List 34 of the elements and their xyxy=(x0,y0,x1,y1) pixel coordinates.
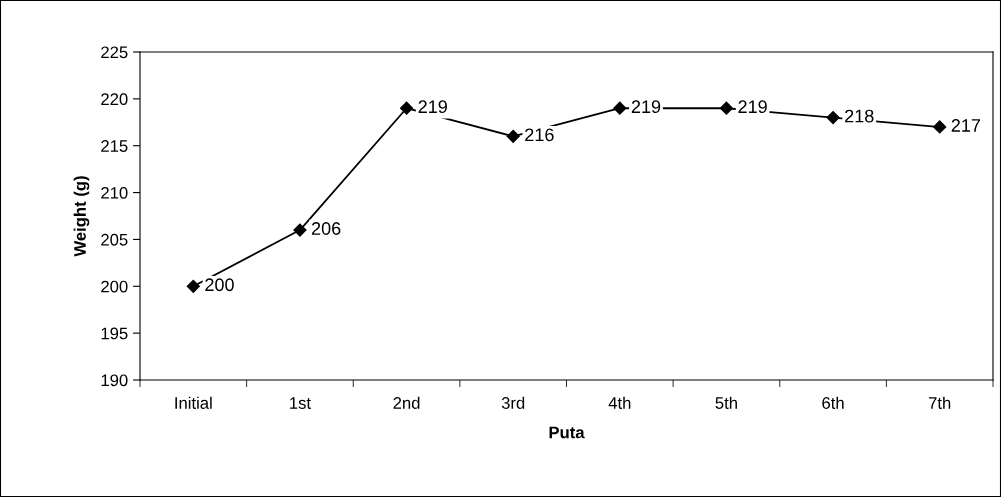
y-tick-label: 205 xyxy=(101,233,128,246)
point xyxy=(613,101,627,115)
x-tick-label: 7th xyxy=(928,396,951,409)
y-tick-label: 190 xyxy=(101,374,128,387)
data-label: 219 xyxy=(631,100,661,114)
data-label: 216 xyxy=(525,128,554,142)
point xyxy=(506,129,520,143)
x-tick-label: 2nd xyxy=(393,396,420,409)
y-tick-label: 220 xyxy=(101,93,128,106)
x-tick-label: 3rd xyxy=(501,396,525,409)
y-tick-label: 225 xyxy=(101,46,128,59)
x-axis-title: Puta xyxy=(549,426,585,439)
point xyxy=(186,279,200,293)
x-tick-label: 4th xyxy=(608,396,631,409)
data-label: 219 xyxy=(418,100,447,114)
data-label: 218 xyxy=(845,109,874,123)
y-tick-label: 195 xyxy=(101,327,128,340)
data-label: 200 xyxy=(205,278,234,292)
point xyxy=(719,101,734,115)
y-axis-title: Weight (g) xyxy=(73,176,90,257)
point xyxy=(826,111,840,125)
data-label: 206 xyxy=(311,222,341,235)
x-tick-label: Initial xyxy=(175,396,212,409)
y-tick-label: 200 xyxy=(101,280,128,293)
x-tick-label: 5th xyxy=(715,396,737,409)
y-tick-label: 215 xyxy=(101,140,128,152)
x-tick-label: 6th xyxy=(822,396,844,409)
y-tick-label: 210 xyxy=(101,186,128,199)
data-label: 217 xyxy=(951,119,981,132)
point xyxy=(293,223,307,237)
x-tick-label: 1st xyxy=(290,397,311,409)
point xyxy=(399,101,414,115)
data-label: 219 xyxy=(738,100,767,114)
point xyxy=(933,120,947,134)
